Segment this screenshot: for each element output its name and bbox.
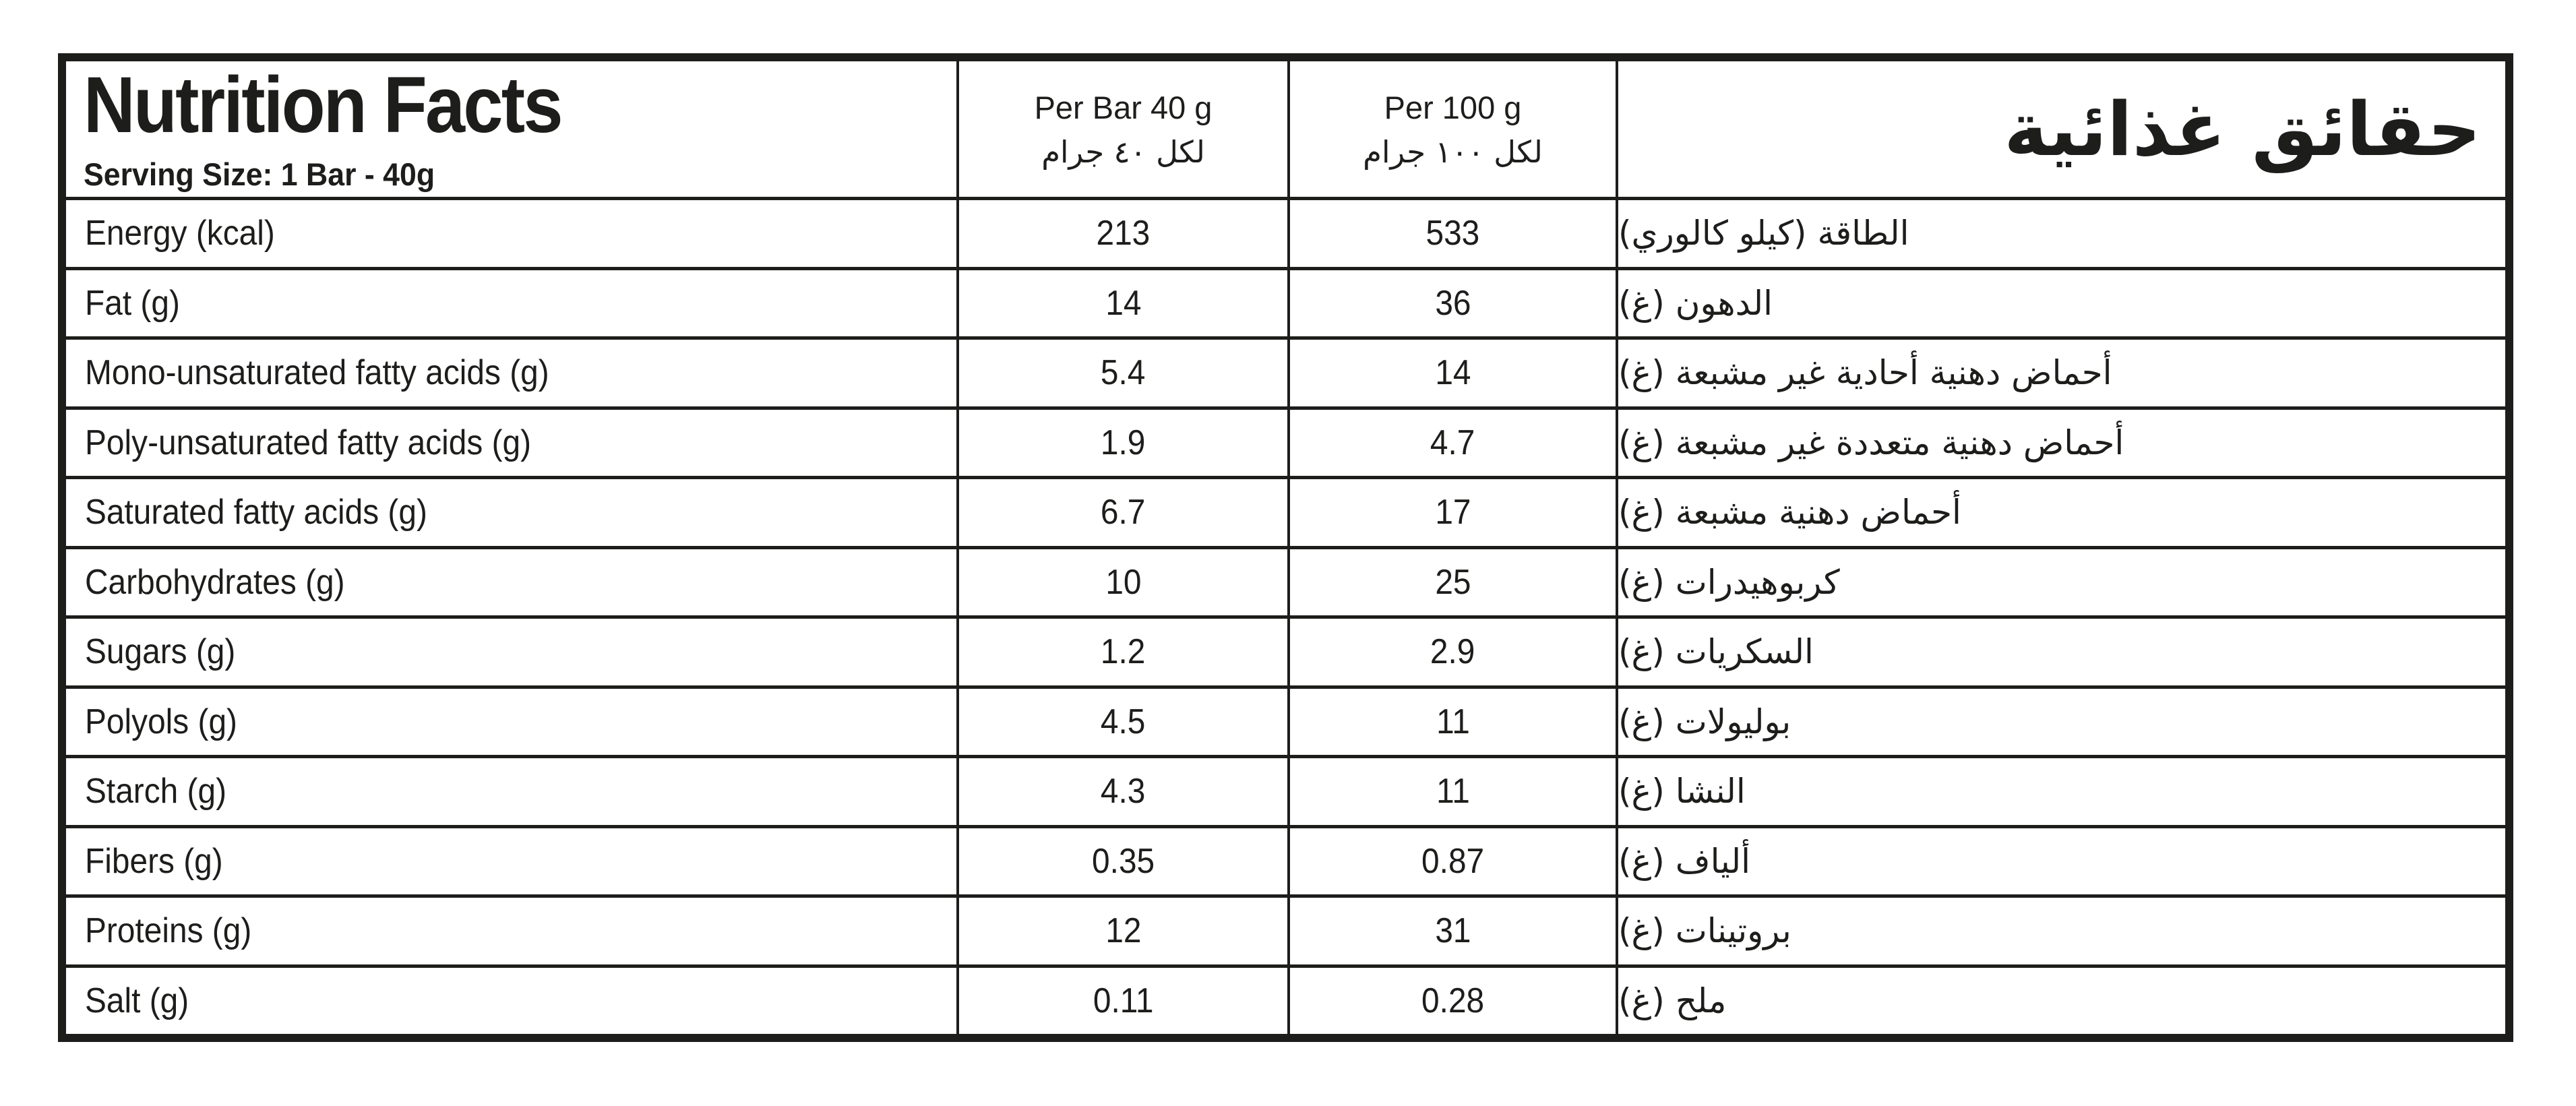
row-salt-label-en: Salt (g) bbox=[66, 964, 956, 1035]
row-polyols-label-en: Polyols (g) bbox=[66, 685, 956, 756]
serving-size-text: Serving Size: 1 Bar - 40g bbox=[84, 156, 435, 192]
row-energy-label-en: Energy (kcal) bbox=[66, 197, 956, 267]
row-mono-unsaturated-label-en: Mono-unsaturated fatty acids (g) bbox=[66, 336, 956, 406]
row-energy-per-100-value: 533 bbox=[1287, 197, 1616, 267]
nutrition-label-frame: Nutrition Facts Serving Size: 1 Bar - 40… bbox=[58, 53, 2513, 1042]
row-carbohydrates-label-ar: كربوهيدرات (غ) bbox=[1616, 545, 2505, 615]
header-title-arabic-cell: حقائق غذائية bbox=[1616, 61, 2505, 197]
row-polyols-label-ar: بوليولات (غ) bbox=[1616, 685, 2505, 755]
row-polyols-per-100-value: 11 bbox=[1287, 685, 1616, 755]
row-fat-per-100-value: 36 bbox=[1287, 266, 1616, 336]
row-energy-per-bar-value: 213 bbox=[956, 197, 1287, 267]
row-fibers-per-bar-value: 0.35 bbox=[956, 824, 1287, 894]
row-fat-per-bar-value: 14 bbox=[956, 266, 1287, 336]
page-title-arabic: حقائق غذائية bbox=[2004, 86, 2481, 173]
row-carbohydrates-per-bar-value: 10 bbox=[956, 545, 1287, 615]
row-proteins-label-en: Proteins (g) bbox=[66, 894, 956, 964]
row-fat-label-ar: الدهون (غ) bbox=[1616, 266, 2505, 336]
row-starch-label-en: Starch (g) bbox=[66, 755, 956, 825]
nutrition-table: Nutrition Facts Serving Size: 1 Bar - 40… bbox=[66, 61, 2505, 1034]
row-mono-unsaturated-per-bar-value: 5.4 bbox=[956, 336, 1287, 406]
row-proteins-per-bar-value: 12 bbox=[956, 894, 1287, 964]
header-title-cell: Nutrition Facts Serving Size: 1 Bar - 40… bbox=[66, 61, 956, 197]
page-title: Nutrition Facts bbox=[84, 61, 563, 150]
per-100-header-ar: لكل ١٠٠ جرام bbox=[1363, 133, 1543, 170]
row-sugars-label-ar: السكريات (غ) bbox=[1616, 615, 2505, 685]
row-energy-label-ar: الطاقة (كيلو كالوري) bbox=[1616, 197, 2505, 267]
row-saturated-per-bar-value: 6.7 bbox=[956, 476, 1287, 546]
column-header-per-100: Per 100 g لكل ١٠٠ جرام bbox=[1287, 61, 1616, 197]
row-mono-unsaturated-label-ar: أحماض دهنية أحادية غير مشبعة (غ) bbox=[1616, 336, 2505, 406]
row-poly-unsaturated-per-100-value: 4.7 bbox=[1287, 406, 1616, 476]
per-bar-header-ar: لكل ٤٠ جرام bbox=[1041, 133, 1205, 170]
row-fibers-label-en: Fibers (g) bbox=[66, 824, 956, 895]
per-bar-header-en: Per Bar 40 g bbox=[1034, 89, 1213, 125]
row-proteins-per-100-value: 31 bbox=[1287, 894, 1616, 964]
row-fibers-label-ar: ألياف (غ) bbox=[1616, 824, 2505, 894]
row-saturated-label-en: Saturated fatty acids (g) bbox=[66, 476, 956, 546]
row-starch-label-ar: النشا (غ) bbox=[1616, 755, 2505, 825]
row-poly-unsaturated-label-en: Poly-unsaturated fatty acids (g) bbox=[66, 406, 956, 477]
row-saturated-label-ar: أحماض دهنية مشبعة (غ) bbox=[1616, 476, 2505, 546]
row-carbohydrates-label-en: Carbohydrates (g) bbox=[66, 545, 956, 616]
row-salt-label-ar: ملح (غ) bbox=[1616, 964, 2505, 1034]
row-carbohydrates-per-100-value: 25 bbox=[1287, 545, 1616, 615]
row-poly-unsaturated-per-bar-value: 1.9 bbox=[956, 406, 1287, 476]
row-salt-per-100-value: 0.28 bbox=[1287, 964, 1616, 1034]
row-proteins-label-ar: بروتينات (غ) bbox=[1616, 894, 2505, 964]
per-100-header-en: Per 100 g bbox=[1384, 89, 1522, 125]
column-header-per-bar: Per Bar 40 g لكل ٤٠ جرام bbox=[956, 61, 1287, 197]
row-salt-per-bar-value: 0.11 bbox=[956, 964, 1287, 1034]
row-sugars-label-en: Sugars (g) bbox=[66, 615, 956, 685]
row-saturated-per-100-value: 17 bbox=[1287, 476, 1616, 546]
row-starch-per-100-value: 11 bbox=[1287, 755, 1616, 825]
row-starch-per-bar-value: 4.3 bbox=[956, 755, 1287, 825]
row-sugars-per-bar-value: 1.2 bbox=[956, 615, 1287, 685]
row-fibers-per-100-value: 0.87 bbox=[1287, 824, 1616, 894]
row-polyols-per-bar-value: 4.5 bbox=[956, 685, 1287, 755]
row-fat-label-en: Fat (g) bbox=[66, 266, 956, 337]
row-mono-unsaturated-per-100-value: 14 bbox=[1287, 336, 1616, 406]
row-sugars-per-100-value: 2.9 bbox=[1287, 615, 1616, 685]
row-poly-unsaturated-label-ar: أحماض دهنية متعددة غير مشبعة (غ) bbox=[1616, 406, 2505, 476]
